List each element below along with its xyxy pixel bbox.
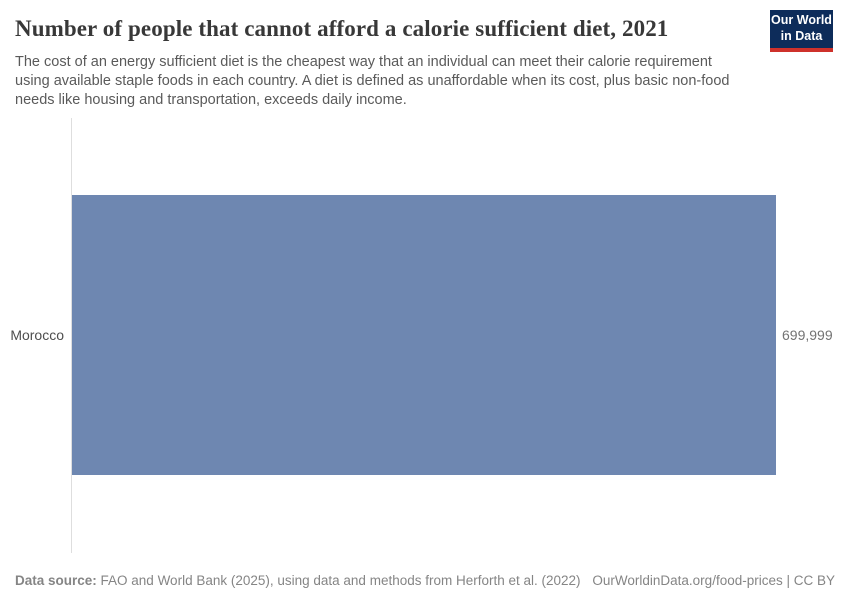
data-source-text: FAO and World Bank (2025), using data an… [96,573,581,588]
owid-logo-line1: Our World [771,13,832,28]
owid-logo-line2: in Data [780,29,823,43]
plot-area [72,195,776,475]
license-link[interactable]: OurWorldinData.org/food-prices | CC BY [592,573,835,588]
y-axis-line [71,118,72,553]
data-source-label: Data source: [15,573,97,588]
owid-logo[interactable]: Our World in Data [770,10,833,52]
category-label-morocco: Morocco [10,327,64,343]
page-title: Number of people that cannot afford a ca… [15,16,669,41]
bar-morocco[interactable] [72,195,776,475]
chart-footer: Data source: FAO and World Bank (2025), … [15,573,835,588]
chart-subtitle: The cost of an energy sufficient diet is… [15,54,730,108]
data-source-note: Data source: FAO and World Bank (2025), … [15,573,581,588]
chart-header: Number of people that cannot afford a ca… [15,16,835,110]
bar-chart: Morocco 699,999 [0,118,850,553]
value-label-morocco: 699,999 [782,327,833,343]
